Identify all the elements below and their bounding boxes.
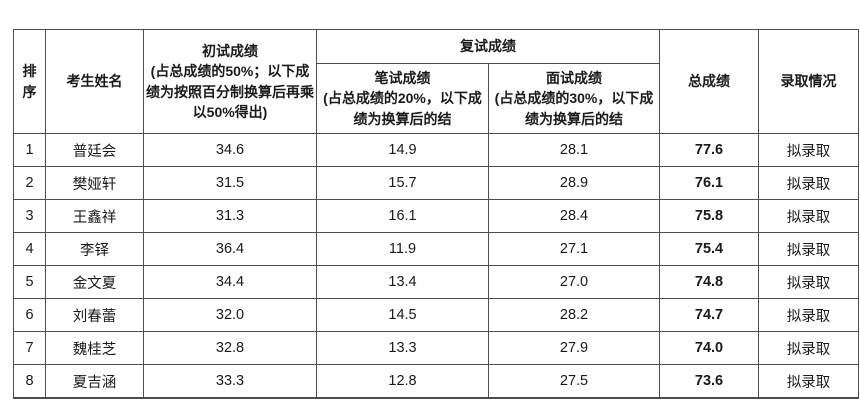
cell-interview-score: 27.9 bbox=[488, 331, 660, 365]
cell-interview-score: 28.2 bbox=[488, 298, 660, 332]
cell-initial-score: 34.6 bbox=[143, 133, 317, 167]
header-interview-score: 面试成绩 (占总成绩的30%，以下成绩为换算后的结 bbox=[488, 63, 660, 134]
cell-rank: 4 bbox=[13, 232, 46, 266]
table-row: 2 樊娅轩 31.5 15.7 28.9 76.1 拟录取 bbox=[13, 166, 859, 200]
header-admission-status: 录取情况 bbox=[758, 29, 859, 134]
cell-initial-score: 32.8 bbox=[143, 331, 317, 365]
cell-admission-status: 拟录取 bbox=[758, 364, 859, 399]
cell-initial-score: 34.4 bbox=[143, 265, 317, 299]
cell-initial-score: 32.0 bbox=[143, 298, 317, 332]
cell-rank: 6 bbox=[13, 298, 46, 332]
cell-admission-status: 拟录取 bbox=[758, 133, 859, 167]
cell-initial-score: 31.5 bbox=[143, 166, 317, 200]
cell-initial-score: 31.3 bbox=[143, 199, 317, 233]
cell-total-score: 73.6 bbox=[659, 364, 759, 399]
cell-written-score: 16.1 bbox=[316, 199, 489, 233]
cell-interview-score: 27.0 bbox=[488, 265, 660, 299]
table-row: 6 刘春蕾 32.0 14.5 28.2 74.7 拟录取 bbox=[13, 298, 859, 332]
cell-interview-score: 27.5 bbox=[488, 364, 660, 399]
cell-written-score: 15.7 bbox=[316, 166, 489, 200]
header-written-title: 笔试成绩 bbox=[374, 70, 431, 87]
table-body: 1 普廷会 34.6 14.9 28.1 77.6 拟录取 2 樊娅轩 31.5… bbox=[13, 133, 859, 399]
cell-interview-score: 28.4 bbox=[488, 199, 660, 233]
results-table: 排序 考生姓名 初试成绩 (占总成绩的50%；以下成绩为按照百分制换算后再乘以5… bbox=[13, 29, 859, 399]
cell-written-score: 11.9 bbox=[316, 232, 489, 266]
header-rank-label: 排序 bbox=[22, 63, 37, 100]
header-initial-title: 初试成绩 bbox=[202, 42, 258, 59]
cell-candidate-name: 李铎 bbox=[45, 232, 144, 266]
header-rank: 排序 bbox=[13, 29, 46, 134]
cell-rank: 1 bbox=[13, 133, 46, 167]
header-total-score: 总成绩 bbox=[659, 29, 759, 134]
cell-candidate-name: 夏吉涵 bbox=[45, 364, 144, 399]
cell-admission-status: 拟录取 bbox=[758, 166, 859, 200]
table-row: 7 魏桂芝 32.8 13.3 27.9 74.0 拟录取 bbox=[13, 331, 859, 365]
cell-interview-score: 28.9 bbox=[488, 166, 660, 200]
table-row: 1 普廷会 34.6 14.9 28.1 77.6 拟录取 bbox=[13, 133, 859, 167]
cell-written-score: 13.3 bbox=[316, 331, 489, 365]
cell-written-score: 14.5 bbox=[316, 298, 489, 332]
cell-candidate-name: 普廷会 bbox=[45, 133, 144, 167]
cell-written-score: 13.4 bbox=[316, 265, 489, 299]
cell-admission-status: 拟录取 bbox=[758, 331, 859, 365]
cell-initial-score: 36.4 bbox=[143, 232, 317, 266]
table-row: 3 王鑫祥 31.3 16.1 28.4 75.8 拟录取 bbox=[13, 199, 859, 233]
header-interview-title: 面试成绩 bbox=[546, 70, 602, 87]
cell-rank: 2 bbox=[13, 166, 46, 200]
cell-total-score: 75.4 bbox=[659, 232, 759, 266]
cell-written-score: 14.9 bbox=[316, 133, 489, 167]
cell-total-score: 74.0 bbox=[659, 331, 759, 365]
header-initial-note: (占总成绩的50%；以下成绩为按照百分制换算后再乘以50%得出) bbox=[146, 63, 314, 120]
cell-total-score: 74.7 bbox=[659, 298, 759, 332]
table-row: 5 金文夏 34.4 13.4 27.0 74.8 拟录取 bbox=[13, 265, 859, 299]
cell-admission-status: 拟录取 bbox=[758, 199, 859, 233]
cell-admission-status: 拟录取 bbox=[758, 298, 859, 332]
cell-written-score: 12.8 bbox=[316, 364, 489, 399]
cell-interview-score: 28.1 bbox=[488, 133, 660, 167]
cell-rank: 7 bbox=[13, 331, 46, 365]
cell-interview-score: 27.1 bbox=[488, 232, 660, 266]
cell-total-score: 75.8 bbox=[659, 199, 759, 233]
header-candidate-name: 考生姓名 bbox=[45, 29, 144, 134]
header-retest-score: 复试成绩 bbox=[316, 29, 660, 64]
table-header: 排序 考生姓名 初试成绩 (占总成绩的50%；以下成绩为按照百分制换算后再乘以5… bbox=[13, 29, 859, 134]
cell-candidate-name: 金文夏 bbox=[45, 265, 144, 299]
cell-total-score: 74.8 bbox=[659, 265, 759, 299]
cell-rank: 8 bbox=[13, 364, 46, 399]
cell-candidate-name: 樊娅轩 bbox=[45, 166, 144, 200]
header-written-score: 笔试成绩 (占总成绩的20%，以下成绩为换算后的结 bbox=[316, 63, 489, 134]
header-initial-score: 初试成绩 (占总成绩的50%；以下成绩为按照百分制换算后再乘以50%得出) bbox=[143, 29, 317, 134]
cell-admission-status: 拟录取 bbox=[758, 232, 859, 266]
table-row: 4 李铎 36.4 11.9 27.1 75.4 拟录取 bbox=[13, 232, 859, 266]
cell-initial-score: 33.3 bbox=[143, 364, 317, 399]
cell-candidate-name: 刘春蕾 bbox=[45, 298, 144, 332]
header-written-note: (占总成绩的20%，以下成绩为换算后的结 bbox=[323, 90, 482, 127]
cell-candidate-name: 王鑫祥 bbox=[45, 199, 144, 233]
cell-total-score: 77.6 bbox=[659, 133, 759, 167]
table-row: 8 夏吉涵 33.3 12.8 27.5 73.6 拟录取 bbox=[13, 364, 859, 399]
cell-total-score: 76.1 bbox=[659, 166, 759, 200]
cell-rank: 3 bbox=[13, 199, 46, 233]
cell-rank: 5 bbox=[13, 265, 46, 299]
cell-admission-status: 拟录取 bbox=[758, 265, 859, 299]
cell-candidate-name: 魏桂芝 bbox=[45, 331, 144, 365]
header-interview-note: (占总成绩的30%，以下成绩为换算后的结 bbox=[494, 90, 654, 127]
